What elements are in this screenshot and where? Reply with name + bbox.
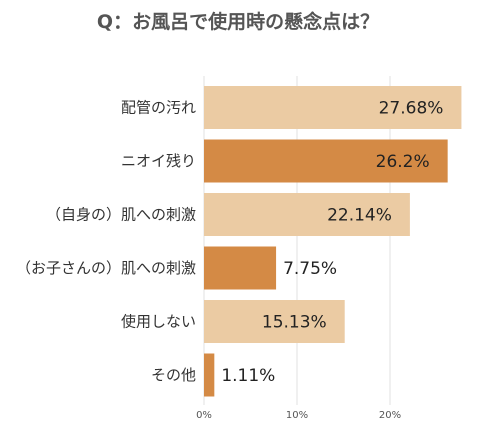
x-axis: 0% 10% 20%	[196, 410, 401, 421]
data-label: 1.11%	[221, 366, 275, 386]
bar	[204, 246, 277, 290]
bar	[204, 300, 345, 343]
category-label: （自身の）肌への刺激	[46, 206, 196, 224]
x-tick-label: 10%	[286, 410, 308, 421]
labels-layer: 配管の汚れ 27.68% ニオイ残り 26.2% （自身の）肌への刺激 22.14% （お子…	[16, 99, 443, 387]
bar	[204, 139, 448, 183]
bar	[204, 193, 410, 236]
grid-layer	[203, 76, 391, 405]
x-tick-label: 0%	[196, 410, 212, 421]
x-tick-label: 20%	[379, 410, 401, 421]
data-label: 27.68%	[379, 99, 444, 119]
bar	[204, 353, 215, 397]
category-label: ニオイ残り	[121, 152, 196, 170]
data-label: 15.13%	[262, 313, 327, 333]
category-label: （お子さんの）肌への刺激	[16, 259, 196, 277]
data-label: 7.75%	[283, 259, 337, 279]
category-label: 使用しない	[121, 313, 196, 331]
data-label: 22.14%	[327, 206, 392, 226]
bar	[204, 86, 462, 129]
category-label: 配管の汚れ	[121, 99, 196, 117]
chart-title: Q：お風呂で使用時の懸念点は？	[97, 10, 379, 33]
bars-layer	[204, 86, 462, 397]
category-label: その他	[151, 366, 196, 384]
data-label: 26.2%	[376, 152, 430, 172]
